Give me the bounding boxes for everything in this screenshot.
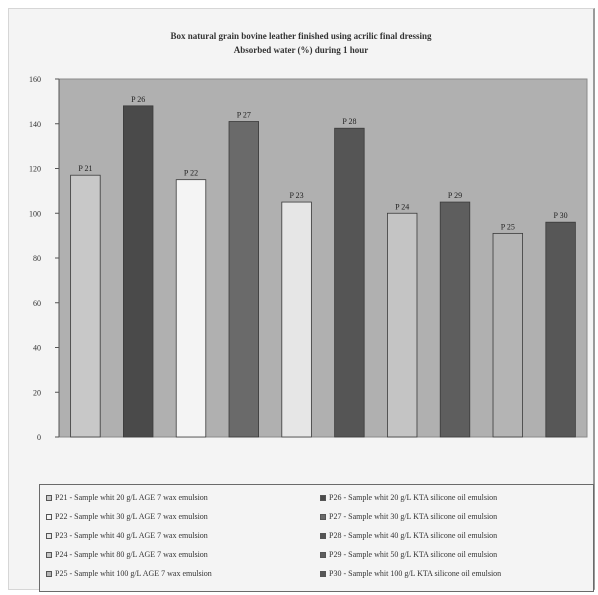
chart-title: Box natural grain bovine leather finishe… [170, 31, 432, 41]
bar-label: P 28 [342, 117, 356, 126]
chart-figure: Box natural grain bovine leather finishe… [8, 8, 595, 592]
bars-group [70, 105, 576, 438]
legend-item: P22 - Sample whit 30 g/L AGE 7 wax emuls… [46, 512, 208, 521]
legend-label: P24 - Sample whit 80 g/L AGE 7 wax emuls… [55, 550, 208, 559]
legend-swatch [46, 532, 52, 539]
y-tick-label: 20 [33, 388, 41, 397]
y-tick-label: 60 [33, 299, 41, 308]
legend-item: P23 - Sample whit 40 g/L AGE 7 wax emuls… [46, 531, 208, 540]
bar-label: P 27 [237, 111, 251, 120]
legend-swatch [320, 532, 326, 539]
legend-swatch [46, 513, 52, 520]
legend-label: P22 - Sample whit 30 g/L AGE 7 wax emuls… [55, 512, 208, 521]
y-tick-label: 100 [29, 209, 41, 218]
legend-label: P27 - Sample whit 30 g/L KTA silicone oi… [329, 512, 498, 521]
bar-label: P 24 [395, 202, 409, 211]
legend-swatch [46, 494, 52, 501]
legend-item: P29 - Sample whit 50 g/L KTA silicone oi… [320, 550, 497, 559]
y-tick-label: 80 [33, 254, 41, 263]
legend-item: P21 - Sample whit 20 g/L AGE 7 wax emuls… [46, 493, 208, 502]
legend-swatch [320, 513, 326, 520]
legend-label: P29 - Sample whit 50 g/L KTA silicone oi… [329, 550, 498, 559]
legend-swatch [320, 570, 326, 577]
legend-label: P23 - Sample whit 40 g/L AGE 7 wax emuls… [55, 531, 208, 540]
legend-item: P30 - Sample whit 100 g/L KTA silicone o… [320, 569, 501, 578]
bar-p24 [387, 212, 418, 438]
bar-p21 [70, 174, 101, 438]
bar-label: P 30 [554, 211, 568, 220]
bar-p26 [123, 105, 154, 438]
legend-label: P21 - Sample whit 20 g/L AGE 7 wax emuls… [55, 493, 208, 502]
bar-label: P 25 [501, 222, 515, 231]
legend-swatch [46, 551, 52, 558]
bar-p28 [334, 127, 365, 438]
bar-p29 [439, 201, 471, 438]
legend-label: P30 - Sample whit 100 g/L KTA silicone o… [329, 569, 502, 578]
legend-swatch [46, 570, 52, 577]
legend-item: P27 - Sample whit 30 g/L KTA silicone oi… [320, 512, 497, 521]
bar-p25 [492, 232, 523, 438]
y-tick-label: 120 [29, 165, 41, 174]
bar-label: P 26 [131, 95, 145, 104]
bar-p30 [545, 221, 576, 438]
legend-swatch [320, 494, 326, 501]
bar-labels-group: P 21 P 26 P 22 P 27 P 23 P 28 P 24 P 29 P 25 P 30 [78, 95, 567, 232]
legend-item: P25 - Sample whit 100 g/L AGE 7 wax emul… [46, 569, 212, 578]
y-tick-label: 140 [29, 120, 41, 129]
bar-label: P 23 [290, 191, 304, 200]
legend-label: P26 - Sample whit 20 g/L KTA silicone oi… [329, 493, 498, 502]
legend-label: P25 - Sample whit 100 g/L AGE 7 wax emul… [55, 569, 212, 578]
legend-item: P26 - Sample whit 20 g/L KTA silicone oi… [320, 493, 497, 502]
legend-item: P24 - Sample whit 80 g/L AGE 7 wax emuls… [46, 550, 208, 559]
y-tick-label: 40 [33, 344, 41, 353]
bar-p27 [228, 121, 259, 438]
bar-p22 [175, 179, 207, 438]
y-tick-label: 160 [29, 75, 41, 84]
legend: P21 - Sample whit 20 g/L AGE 7 wax emuls… [39, 484, 594, 592]
y-axis: 0 20 40 60 80 100 120 140 160 [29, 75, 60, 442]
legend-item: P28 - Sample whit 40 g/L KTA silicone oi… [320, 531, 497, 540]
bar-label: P 21 [78, 164, 92, 173]
bar-label: P 29 [448, 191, 462, 200]
legend-label: P28 - Sample whit 40 g/L KTA silicone oi… [329, 531, 498, 540]
chart-subtitle: Absorbed water (%) during 1 hour [233, 45, 369, 55]
bar-p23 [281, 201, 312, 438]
bar-label: P 22 [184, 169, 198, 178]
y-tick-label: 0 [37, 433, 41, 442]
legend-swatch [320, 551, 326, 558]
